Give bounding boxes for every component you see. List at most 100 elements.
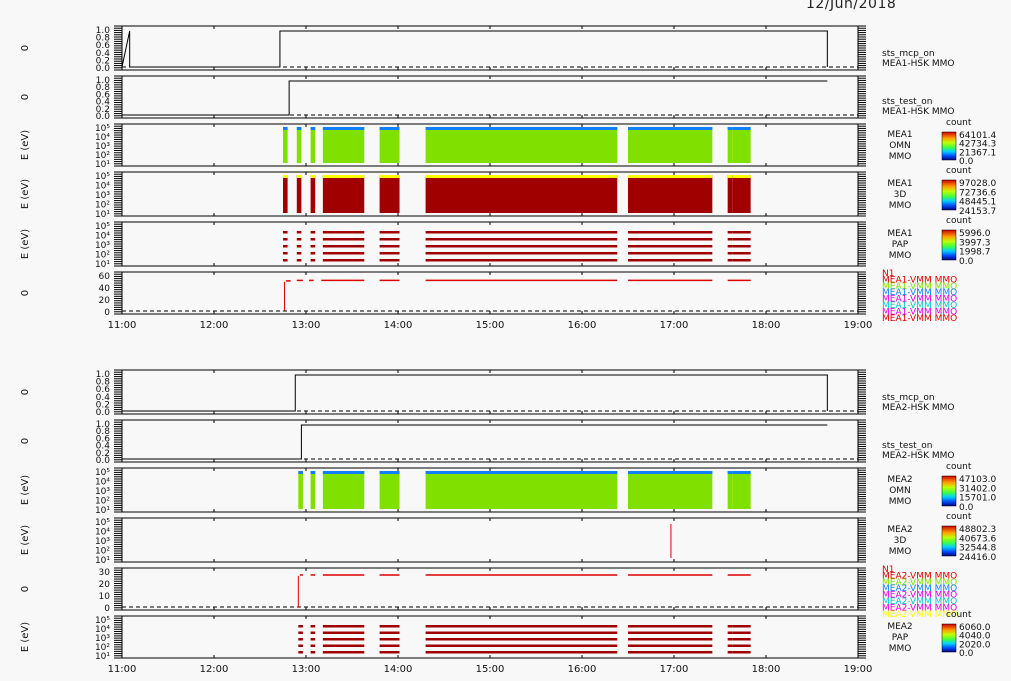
pitch-angle-line — [283, 252, 288, 255]
spectrogram-top-band — [628, 175, 713, 178]
spectrogram-top-band — [425, 127, 618, 130]
pitch-angle-line — [298, 638, 303, 641]
y-axis-label: 0 — [20, 45, 31, 51]
pitch-angle-line — [732, 238, 751, 241]
counter-legend-label: MEA2-VMM MMO — [882, 597, 957, 607]
y-axis-label: 0 — [20, 389, 31, 395]
spectrogram-top-band — [296, 175, 302, 178]
colorbar-title: count — [946, 462, 972, 472]
status-line — [122, 80, 828, 116]
instrument-label: MEA2 — [887, 525, 912, 535]
pitch-angle-line — [425, 638, 618, 641]
pitch-angle-line — [296, 245, 302, 248]
y-tick-label: 10² — [95, 497, 110, 507]
x-tick-label: 17:00 — [660, 320, 689, 331]
y-tick-label: 0.8 — [96, 83, 111, 93]
source-label: MEA1-HSK MMO — [882, 59, 954, 69]
spectrogram-top-band — [732, 471, 751, 474]
pitch-angle-line — [379, 631, 400, 634]
spectrogram-top-band — [322, 127, 365, 130]
spectrogram-block — [425, 127, 618, 163]
pitch-angle-line — [727, 625, 733, 628]
colorbar-tick-label: 1998.7 — [959, 248, 991, 258]
y-tick-label: 10⁴ — [95, 133, 110, 143]
colorbar-tick-label: 97028.0 — [959, 179, 996, 189]
pitch-angle-line — [322, 625, 365, 628]
spectrogram-block — [322, 127, 365, 163]
spectrogram-block — [379, 175, 400, 213]
y-tick-label: 0.6 — [96, 90, 111, 100]
source-label: MMO — [889, 497, 912, 507]
source-label: MMO — [889, 152, 912, 162]
panel-frame — [121, 369, 859, 415]
spectrogram-block — [296, 127, 302, 163]
y-tick-label: 10¹ — [95, 652, 110, 662]
spectrogram-block — [727, 175, 733, 213]
y-tick-label: 0.2 — [96, 449, 110, 459]
spectrogram-top-band — [322, 175, 365, 178]
variable-label: sts_mcp_on — [882, 49, 935, 59]
pitch-angle-line — [379, 252, 400, 255]
colorbar-tick-label: 21367.1 — [959, 148, 996, 158]
spectrogram-block — [310, 471, 316, 509]
counter-legend-label: MEA2-VMM MMO — [882, 603, 957, 613]
colorbar — [941, 525, 957, 557]
pitch-angle-line — [628, 259, 713, 262]
pitch-angle-line — [379, 651, 400, 654]
pitch-angle-line — [732, 252, 751, 255]
spectrogram-top-band — [310, 127, 316, 130]
y-tick-label: 10⁴ — [95, 478, 110, 488]
y-tick-label: 10² — [95, 547, 110, 557]
pitch-angle-line — [727, 638, 733, 641]
colorbar-tick-label: 6060.0 — [959, 623, 991, 633]
panel-frame — [121, 271, 859, 315]
y-axis-label: E (eV) — [20, 525, 31, 555]
y-axis-label: E (eV) — [20, 179, 31, 209]
pitch-angle-line — [296, 252, 302, 255]
spectrogram-block — [727, 471, 733, 509]
y-tick-label: 0.8 — [96, 34, 111, 44]
y-tick-label: 10¹ — [95, 506, 110, 516]
y-tick-label: 0.8 — [96, 427, 111, 437]
pitch-angle-line — [727, 631, 733, 634]
spectrogram-top-band — [310, 471, 316, 474]
spectrogram-top-band — [425, 471, 618, 474]
colorbar-title: count — [946, 512, 972, 522]
pitch-angle-line — [628, 651, 713, 654]
instrument-label: MEA2 — [887, 475, 912, 485]
pitch-angle-line — [296, 238, 302, 241]
y-tick-label: 10¹ — [95, 260, 110, 270]
variable-label: sts_test_on — [882, 97, 932, 107]
x-tick-label: 12:00 — [200, 320, 229, 331]
spectrogram-top-band — [310, 175, 316, 178]
spectrogram-block — [732, 175, 751, 213]
counter-legend-label: MEA2-VMM MMO — [882, 584, 957, 594]
y-tick-label: 0.2 — [96, 56, 110, 66]
colorbar-title: count — [946, 610, 972, 620]
pitch-angle-line — [732, 625, 751, 628]
status-line — [122, 424, 828, 460]
spectrogram-block — [425, 175, 618, 213]
colorbar-tick-label: 0.0 — [959, 157, 974, 167]
y-tick-label: 60 — [99, 272, 111, 282]
pitch-angle-line — [310, 631, 316, 634]
pitch-angle-line — [322, 259, 365, 262]
pitch-angle-line — [425, 631, 618, 634]
pitch-angle-line — [379, 644, 400, 647]
y-tick-label: 10⁵ — [95, 124, 110, 134]
panel-frame — [121, 517, 859, 563]
panel-frame — [121, 25, 859, 71]
spectrogram-top-band — [296, 127, 302, 130]
pitch-angle-line — [628, 231, 713, 234]
mode-label: OMN — [889, 486, 911, 496]
pitch-angle-line — [727, 231, 733, 234]
pitch-angle-line — [727, 651, 733, 654]
y-tick-label: 10⁵ — [95, 518, 110, 528]
x-tick-label: 13:00 — [292, 320, 321, 331]
spectrogram-top-band — [379, 127, 400, 130]
spectrogram-block — [310, 175, 316, 213]
pitch-angle-line — [732, 644, 751, 647]
